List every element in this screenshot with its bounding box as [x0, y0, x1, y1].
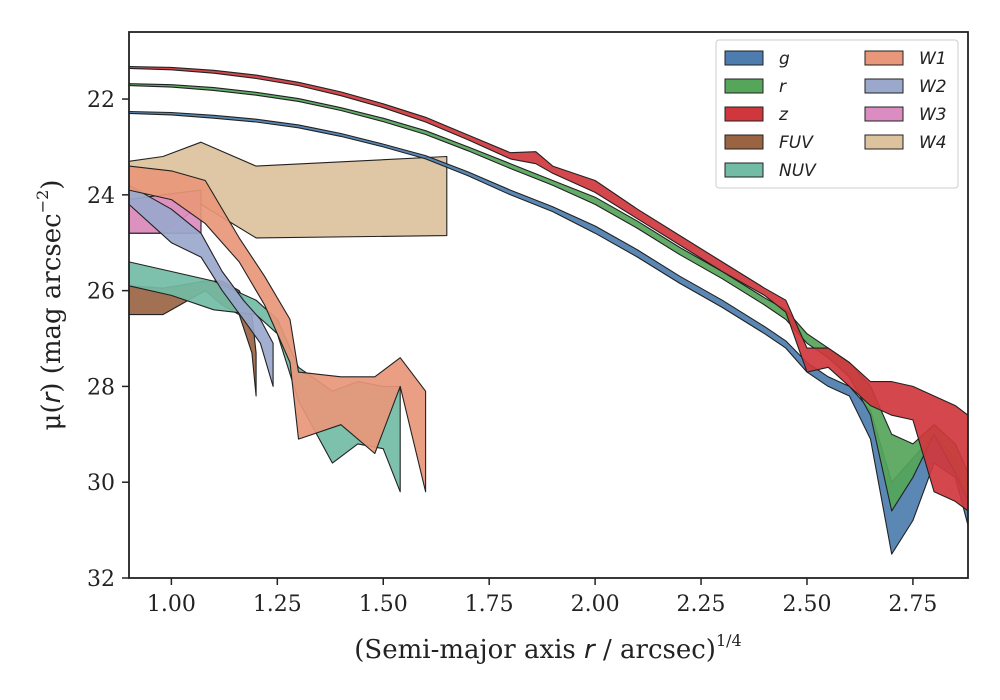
y-tick-label: 26 — [87, 280, 115, 305]
y-tick-label: 30 — [87, 471, 115, 496]
legend: grz FUV NUV W1 W2 W3 W4 — [715, 39, 959, 189]
legend-label-w1: W1 — [919, 49, 947, 69]
y-tick-label: 28 — [87, 375, 115, 400]
legend-label-w4: W4 — [919, 133, 947, 153]
y-tick-label: 22 — [87, 88, 115, 113]
legend-label-w3: W3 — [919, 105, 947, 125]
legend-box — [715, 39, 959, 189]
legend-swatch-r — [724, 78, 764, 94]
legend-swatch-w1 — [864, 50, 904, 66]
plot-frame — [128, 31, 969, 579]
band-w2 — [128, 184, 274, 387]
x-tick-label: 2.25 — [677, 592, 726, 617]
legend-label-g: g — [779, 49, 790, 69]
y-axis-ticks: 22 24 26 28 30 32 — [87, 88, 129, 592]
plot-frame-rect — [128, 31, 969, 579]
legend-label-fuv: FUV — [779, 133, 814, 153]
x-tick-label: 2.00 — [571, 592, 620, 617]
x-tick-label: 2.75 — [888, 592, 937, 617]
legend-swatch-w3 — [864, 106, 904, 122]
legend-swatch-g — [724, 50, 764, 66]
x-tick-label: 2.50 — [782, 592, 831, 617]
x-axis-title: (Semi-major axis r / arcsec)1/4 — [354, 631, 741, 665]
x-tick-label: 1.75 — [465, 592, 514, 617]
legend-label-w2: W2 — [919, 77, 947, 97]
x-tick-label: 1.00 — [147, 592, 196, 617]
x-tick-label: 1.25 — [253, 592, 302, 617]
band-nuv — [128, 261, 401, 493]
band-w1 — [128, 165, 427, 493]
legend-swatch-w4 — [864, 134, 904, 150]
legend-swatch-fuv — [724, 134, 764, 150]
legend-label-nuv: NUV — [779, 161, 817, 181]
legend-swatch-w2 — [864, 78, 904, 94]
legend-swatch-z — [724, 106, 764, 122]
x-tick-label: 1.50 — [359, 592, 408, 617]
y-tick-label: 24 — [87, 184, 115, 209]
band-layer — [128, 65, 969, 555]
legend-label-z: z — [778, 105, 789, 125]
y-tick-label: 32 — [87, 567, 115, 592]
legend-label-r: r — [779, 77, 787, 97]
legend-swatch-nuv — [724, 162, 764, 178]
y-axis-title: μ(r) (mag arcsec−2) — [33, 180, 67, 431]
x-axis-ticks: 1.00 1.25 1.50 1.75 2.00 2.25 2.50 2.75 — [147, 578, 937, 617]
